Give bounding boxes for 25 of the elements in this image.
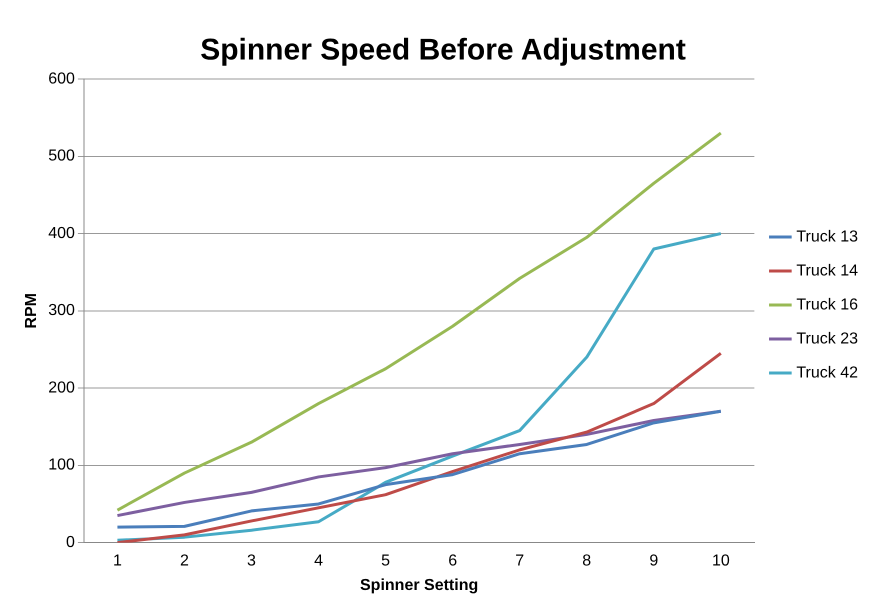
- x-tick-label: 10: [712, 552, 730, 570]
- legend-label: Truck 23: [796, 330, 858, 348]
- y-tick-label: 600: [48, 70, 75, 88]
- y-tick-label: 0: [66, 534, 75, 552]
- y-tick-label: 200: [48, 379, 75, 396]
- x-tick-label: 8: [582, 552, 592, 570]
- y-tick-label: 500: [48, 148, 75, 165]
- legend-label: Truck 42: [796, 364, 858, 382]
- x-tick-label: 2: [180, 552, 190, 570]
- chart-title: Spinner Speed Before Adjustment: [200, 33, 686, 66]
- y-tick-label: 400: [48, 224, 75, 242]
- x-tick-label: 3: [247, 552, 256, 570]
- x-tick-label: 9: [649, 552, 658, 570]
- legend-label: Truck 13: [796, 228, 858, 246]
- x-axis-title: Spinner Setting: [360, 576, 478, 594]
- y-tick-label: 300: [48, 302, 75, 320]
- legend-label: Truck 14: [796, 262, 858, 280]
- legend-label: Truck 16: [796, 296, 858, 314]
- x-tick-label: 5: [381, 552, 390, 570]
- x-tick-label: 6: [448, 552, 458, 570]
- x-tick-label: 1: [112, 552, 122, 570]
- y-axis-title: RPM: [23, 293, 40, 329]
- x-tick-label: 7: [515, 552, 524, 570]
- y-tick-label: 100: [48, 456, 75, 474]
- x-tick-label: 4: [314, 552, 324, 570]
